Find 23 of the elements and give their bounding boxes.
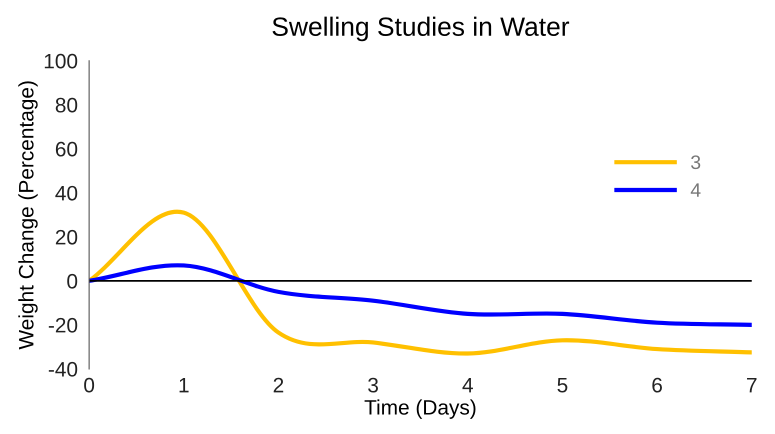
legend-label: 4 [690, 183, 701, 197]
y-tick-label: -20 [48, 318, 78, 333]
y-tick-label: 20 [56, 230, 78, 245]
line-series [89, 210, 752, 356]
x-axis-title: Time (Days) [364, 399, 476, 419]
y-axis-title: Weight Change (Percentage) [18, 81, 38, 350]
x-tick-label: 0 [84, 378, 94, 393]
y-tick-label: 80 [56, 98, 78, 113]
x-tick-label: 1 [180, 378, 189, 392]
x-tick-label: 2 [274, 378, 284, 392]
x-tick-label: 3 [368, 378, 378, 393]
x-tick-label: 6 [652, 378, 662, 393]
y-tick-label: 0 [67, 274, 78, 289]
y-tick-label: -40 [48, 362, 78, 377]
x-tick-label: 4 [462, 378, 473, 392]
legend-label: 3 [691, 155, 700, 170]
x-tick-label: 7 [747, 378, 756, 392]
x-tick-label: 5 [557, 378, 568, 393]
chart-title: Swelling Studies in Water [272, 16, 570, 42]
y-tick-label: 100 [44, 54, 78, 69]
y-tick-label: 60 [56, 142, 78, 157]
line-series [89, 263, 752, 327]
y-tick-label: 40 [55, 186, 78, 201]
